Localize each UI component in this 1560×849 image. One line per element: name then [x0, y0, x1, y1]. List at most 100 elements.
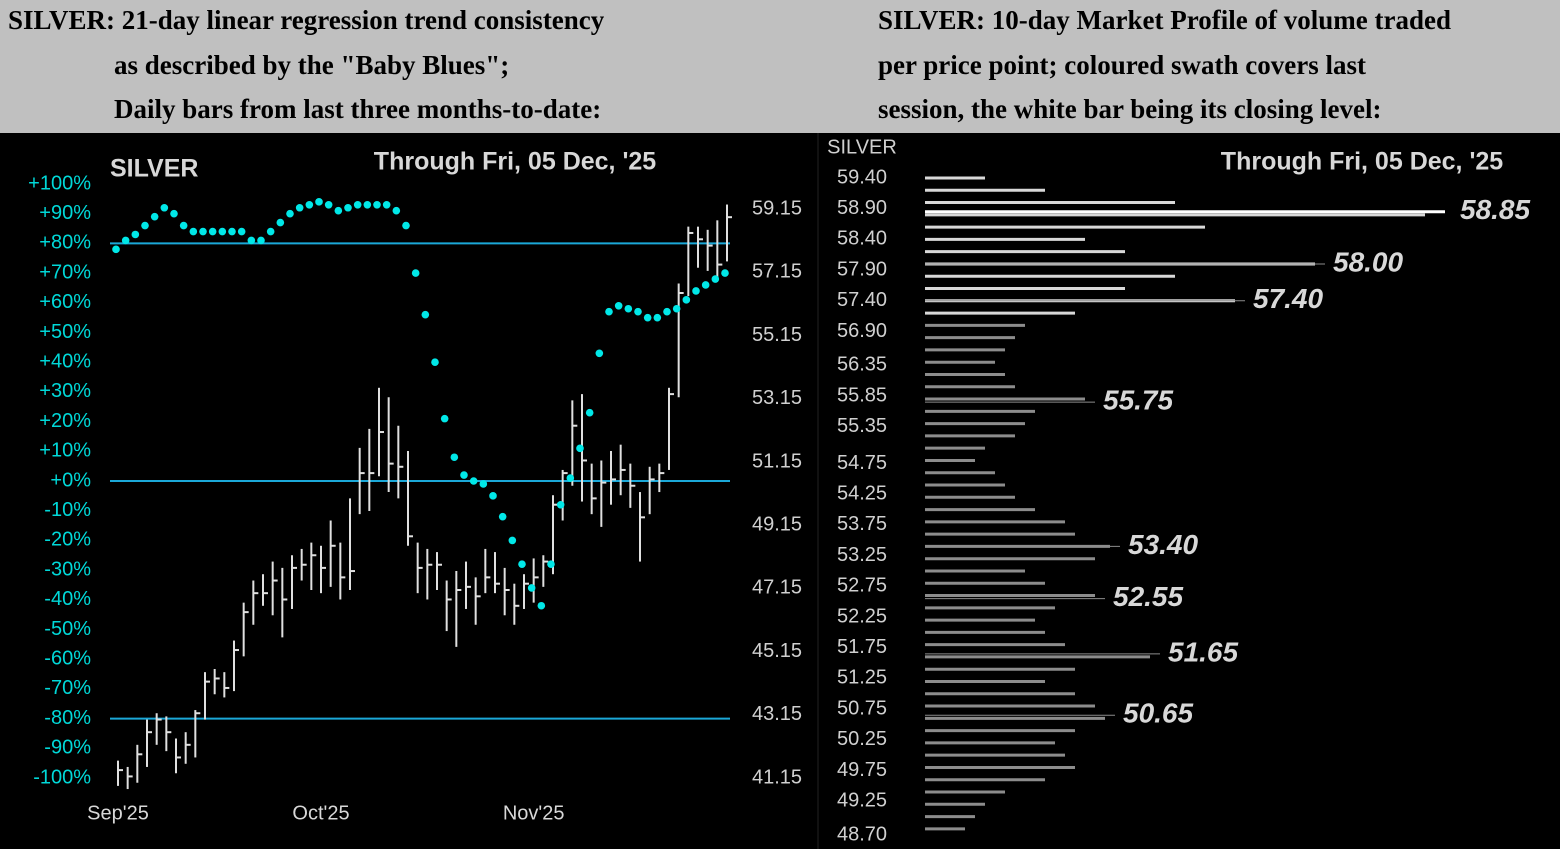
annotation-label: 55.75 [1103, 385, 1173, 416]
trend-dot [363, 200, 372, 209]
y-tick-label: -60% [44, 647, 91, 669]
header-line: SILVER: 10-day Market Profile of volume … [878, 5, 1451, 35]
y-tick-label: +0% [50, 469, 91, 491]
trend-dot [305, 200, 314, 209]
trend-dot [112, 245, 120, 254]
y-tick-label: -50% [44, 618, 91, 640]
y-tick-label: 59.40 [837, 166, 887, 188]
y-tick-label: 53.75 [837, 513, 887, 535]
y-tick-label: -10% [44, 499, 91, 521]
trend-dot [228, 227, 236, 236]
trend-dot [170, 209, 178, 218]
header-line: as described by the "Baby Blues"; [114, 50, 509, 80]
header-band [0, 0, 1560, 133]
x-tick-label: Sep'25 [87, 802, 149, 824]
y-tick-label: +100% [28, 172, 91, 194]
annotation-label: 50.65 [1123, 698, 1193, 729]
trend-dot [344, 203, 352, 212]
trend-dot [653, 313, 662, 322]
trend-dot [382, 200, 391, 209]
y-tick-label: 55.85 [837, 384, 887, 406]
y-tick-label: 48.70 [837, 823, 887, 845]
y-tick-label: 55.35 [837, 415, 887, 437]
trend-dot [547, 560, 555, 568]
trend-dot [605, 307, 613, 316]
trend-dot [353, 200, 362, 209]
trend-dot [315, 198, 323, 206]
trend-dot [701, 281, 710, 289]
header-line: per price point; coloured swath covers l… [878, 50, 1366, 80]
y-tick-label: +50% [39, 321, 91, 343]
y-tick-label: -70% [44, 677, 91, 699]
trend-dot [247, 236, 256, 245]
trend-dot [286, 209, 294, 218]
trend-dot [121, 236, 130, 245]
y-tick-label: +20% [39, 410, 91, 432]
trend-dot [450, 453, 459, 462]
y2-tick-label: 49.15 [752, 514, 802, 536]
trend-dot [199, 227, 207, 236]
trend-dot [469, 477, 478, 485]
chart-subtitle: Through Fri, 05 Dec, '25 [374, 148, 656, 176]
y-tick-label: +30% [39, 380, 91, 402]
y2-tick-label: 59.15 [752, 198, 802, 220]
y-tick-label: 57.90 [837, 258, 887, 280]
y-tick-label: 58.90 [837, 197, 887, 219]
chart-label: SILVER [827, 136, 897, 158]
y-tick-label: 51.25 [837, 667, 887, 689]
trend-dot [721, 269, 729, 277]
y-tick-label: 51.75 [837, 636, 887, 658]
trend-dot [373, 200, 381, 209]
trend-dot [566, 474, 575, 482]
y2-tick-label: 57.15 [752, 261, 802, 283]
trend-dot [576, 444, 584, 453]
trend-dot [237, 227, 246, 236]
trend-dot [527, 584, 536, 592]
trend-dot [160, 203, 169, 212]
trend-dot [208, 227, 217, 236]
y2-tick-label: 51.15 [752, 450, 802, 472]
y2-tick-label: 41.15 [752, 766, 802, 788]
y-tick-label: 53.25 [837, 544, 887, 566]
y-tick-label: 50.25 [837, 728, 887, 750]
trend-dot [711, 275, 720, 283]
x-tick-label: Nov'25 [503, 802, 565, 824]
y-tick-label: -20% [44, 529, 91, 551]
y-tick-label: 57.40 [837, 289, 887, 311]
y-tick-label: 49.25 [837, 790, 887, 812]
y-tick-label: +80% [39, 232, 91, 254]
trend-dot [189, 227, 198, 236]
y-tick-label: -90% [44, 737, 91, 759]
trend-dot [624, 304, 633, 313]
trend-dot [518, 560, 526, 568]
annotation-label: 53.40 [1128, 529, 1198, 560]
trend-dot [295, 203, 304, 212]
trend-dot [479, 480, 488, 488]
trend-dot [411, 269, 420, 277]
trend-dot [334, 206, 343, 215]
trend-dot [431, 358, 439, 367]
chart-label: SILVER [110, 155, 198, 183]
y-tick-label: -30% [44, 558, 91, 580]
trend-dot [460, 471, 468, 479]
y2-tick-label: 55.15 [752, 324, 802, 346]
y-tick-label: 49.75 [837, 759, 887, 781]
y-tick-label: 52.75 [837, 575, 887, 597]
y-tick-label: 52.25 [837, 605, 887, 627]
trend-dot [150, 212, 159, 221]
trend-dot [508, 536, 517, 545]
trend-dot [324, 200, 333, 209]
trend-dot [498, 512, 507, 521]
y-tick-label: 50.75 [837, 697, 887, 719]
y-tick-label: -80% [44, 707, 91, 729]
trend-dot [141, 221, 149, 230]
y-tick-label: -100% [33, 766, 91, 788]
trend-dot [692, 287, 700, 295]
x-tick-label: Oct'25 [292, 802, 349, 824]
trend-dot [614, 301, 623, 310]
y-tick-label: 54.75 [837, 452, 887, 474]
trend-dot [682, 296, 691, 304]
trend-dot [440, 414, 449, 423]
close-label: 58.85 [1460, 194, 1530, 225]
